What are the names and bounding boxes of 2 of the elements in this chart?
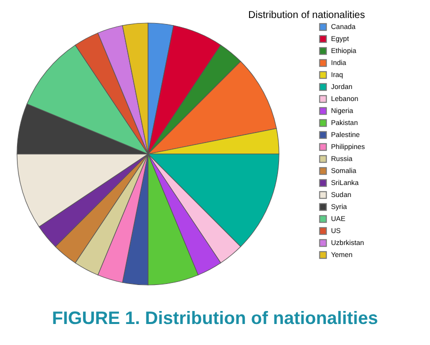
chart-title: Distribution of nationalities bbox=[248, 10, 365, 21]
caption: FIGURE 1. Distribution of nationalities bbox=[50, 308, 379, 329]
